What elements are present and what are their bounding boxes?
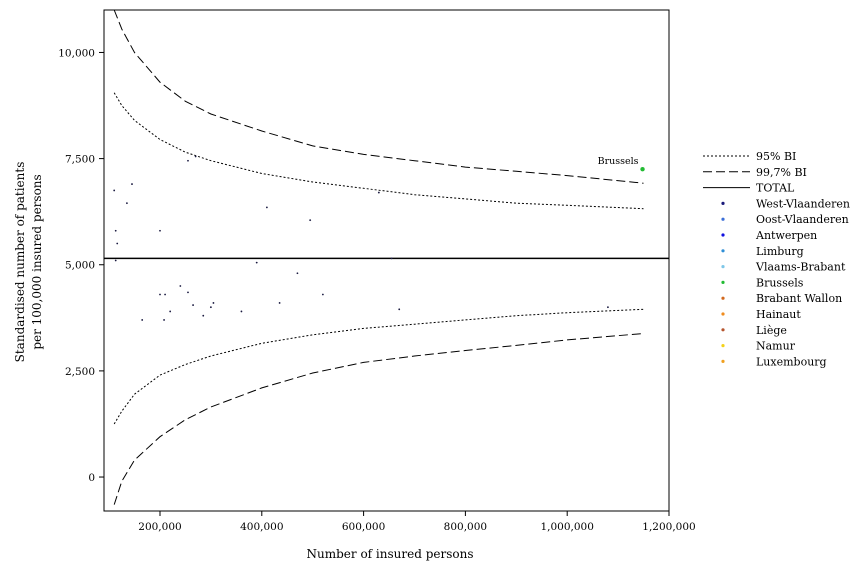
data-point <box>131 183 133 185</box>
lines-layer <box>104 9 669 505</box>
x-tick-label: 800,000 <box>444 521 487 533</box>
legend-item: TOTAL <box>703 182 795 195</box>
data-point <box>398 308 401 311</box>
data-point <box>116 242 119 245</box>
legend: 95% BI 99,7% BI TOTAL West-Vlaanderen Oost-V… <box>703 150 850 368</box>
y-axis: 0 2,500 5,000 7,500 10,000 <box>58 47 104 484</box>
data-point <box>309 219 312 222</box>
series-line-dotted-lower <box>113 308 644 425</box>
y-axis-title-line-2: per 100,000 insured persons <box>30 174 44 349</box>
data-point <box>126 202 128 205</box>
x-tick-label: 1,000,000 <box>540 521 593 533</box>
legend-item: West-Vlaanderen <box>721 197 850 210</box>
legend-marker <box>721 312 725 316</box>
legend-item: Liège <box>721 324 787 337</box>
data-point <box>192 304 194 306</box>
series-line-dotted-upper <box>113 92 644 210</box>
legend-marker <box>721 344 725 348</box>
legend-label: TOTAL <box>756 182 795 195</box>
y-tick-label: 10,000 <box>58 47 95 59</box>
data-point <box>209 306 212 309</box>
legend-label: Namur <box>756 340 796 353</box>
legend-label: 95% BI <box>756 150 796 163</box>
legend-label: West-Vlaanderen <box>756 197 850 210</box>
y-axis-title-line-1: Standardised number of patients <box>13 162 27 363</box>
legend-marker <box>721 359 725 363</box>
legend-marker <box>721 280 725 284</box>
data-point <box>255 261 258 264</box>
points-layer: Brussels <box>113 155 645 321</box>
data-point <box>607 306 609 309</box>
data-point <box>278 302 281 304</box>
legend-label: Hainaut <box>756 308 801 321</box>
legend-label: Vlaams-Brabant <box>755 261 846 274</box>
x-axis-title: Number of insured persons <box>307 547 474 561</box>
legend-marker <box>721 296 725 300</box>
data-point <box>377 191 380 194</box>
legend-label: Liège <box>756 324 787 337</box>
data-point <box>202 314 205 317</box>
data-point <box>159 293 161 296</box>
legend-marker <box>721 233 725 237</box>
data-point <box>296 272 299 275</box>
data-point <box>114 259 117 262</box>
legend-label: Oost-Vlaanderen <box>756 213 849 226</box>
legend-item: 95% BI <box>703 150 796 163</box>
legend-item: 99,7% BI <box>703 166 807 179</box>
y-tick-label: 0 <box>88 472 95 484</box>
series-line-dashed-lower <box>113 333 644 505</box>
brussels-annotation: Brussels <box>598 156 639 167</box>
legend-label: Brussels <box>756 276 804 289</box>
legend-marker <box>721 328 725 332</box>
data-point <box>187 159 189 162</box>
legend-item: Namur <box>721 340 796 353</box>
legend-marker <box>721 265 725 269</box>
legend-label: Brabant Wallon <box>756 292 842 305</box>
legend-item: Hainaut <box>721 308 801 321</box>
y-tick-label: 5,000 <box>65 260 95 272</box>
legend-item: Luxembourg <box>721 355 827 368</box>
data-point <box>321 293 324 296</box>
data-point <box>194 155 197 158</box>
data-point <box>114 229 117 232</box>
y-tick-label: 2,500 <box>65 366 95 378</box>
x-axis: 200,000 400,000 600,000 800,000 1,000,000 1,2… <box>138 511 696 533</box>
legend-label: Antwerpen <box>755 229 817 242</box>
y-tick-label: 7,500 <box>65 154 95 166</box>
x-tick-label: 200,000 <box>138 521 181 533</box>
legend-item: Antwerpen <box>721 229 817 242</box>
data-point <box>159 229 161 232</box>
legend-label: Luxembourg <box>756 355 827 368</box>
x-tick-label: 400,000 <box>240 521 283 533</box>
data-point <box>164 293 166 296</box>
data-point <box>179 285 182 287</box>
data-point <box>141 319 144 321</box>
x-tick-label: 600,000 <box>342 521 385 533</box>
data-point <box>240 310 243 313</box>
legend-label: Limburg <box>756 245 804 258</box>
legend-item: Brussels <box>721 276 804 289</box>
data-point <box>390 257 393 260</box>
legend-item: Brabant Wallon <box>721 292 842 305</box>
brussels-point <box>640 167 645 172</box>
data-point <box>265 206 268 209</box>
series-line-dashed-upper <box>113 9 644 184</box>
legend-marker <box>721 217 725 221</box>
legend-marker <box>721 201 725 205</box>
data-point <box>163 319 165 321</box>
legend-item: Oost-Vlaanderen <box>721 213 849 226</box>
x-tick-label: 1,200,000 <box>642 521 695 533</box>
data-point <box>212 302 215 304</box>
legend-label: 99,7% BI <box>756 166 807 179</box>
data-point <box>113 189 116 192</box>
legend-item: Limburg <box>721 245 804 258</box>
legend-item: Vlaams-Brabant <box>721 261 846 274</box>
legend-marker <box>721 249 725 253</box>
plot-frame <box>103 9 670 512</box>
data-point <box>169 310 172 313</box>
data-point <box>187 291 189 294</box>
